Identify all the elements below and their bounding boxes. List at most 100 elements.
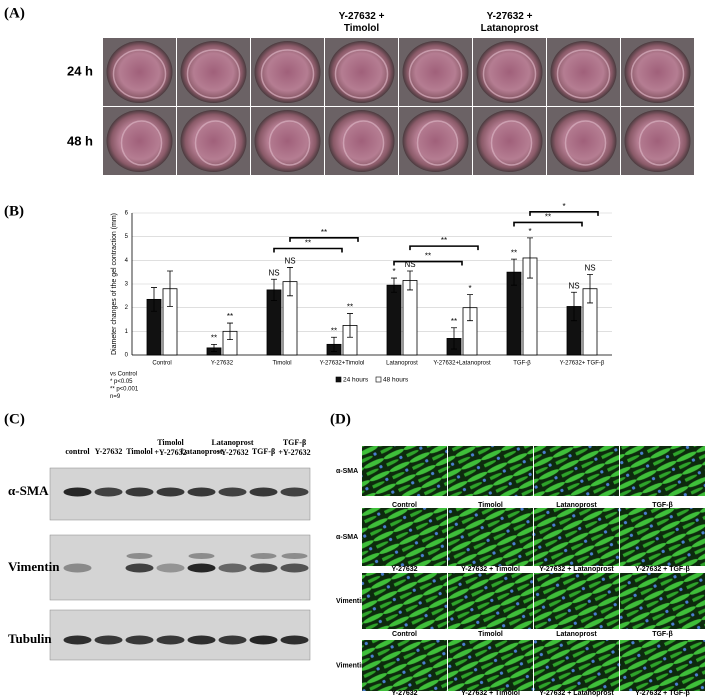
lane-label: control	[65, 447, 90, 456]
dish	[624, 110, 691, 172]
row-label: α-SMA	[336, 468, 358, 475]
gel	[556, 49, 611, 99]
blot-label: α-SMA	[8, 483, 49, 498]
error-bar	[211, 343, 217, 352]
comparison-label: **	[425, 252, 431, 261]
caption: Latanoprost	[556, 631, 597, 638]
comparison-label: **	[305, 239, 311, 248]
band	[249, 487, 278, 497]
dish	[550, 110, 617, 172]
dish	[328, 110, 395, 172]
y-tick-label: 3	[125, 282, 129, 288]
micrograph	[448, 446, 533, 496]
error-bar	[151, 287, 157, 312]
band	[218, 635, 247, 645]
comparison-bracket	[273, 247, 343, 253]
lane-label: Latanoprost +Y-27632	[211, 438, 253, 457]
micrograph	[362, 573, 447, 629]
micrograph	[534, 640, 619, 691]
micrograph	[448, 508, 533, 566]
gel	[260, 49, 315, 99]
lane-label: Y-27632	[95, 447, 123, 456]
lane-label: TGF-β	[252, 447, 275, 456]
comparison-bracket	[289, 237, 359, 242]
band	[249, 563, 278, 573]
significance-label: **	[211, 333, 217, 342]
band	[187, 563, 216, 573]
micrograph	[448, 640, 533, 691]
error-bar	[347, 313, 353, 338]
caption: Y-27632 + Latanoprost	[539, 566, 614, 573]
significance-label: NS	[268, 268, 279, 277]
caption: Timolol	[478, 631, 503, 638]
error-bar	[571, 291, 577, 322]
significance-label: *	[468, 284, 471, 293]
error-bar	[391, 277, 397, 293]
error-bar	[331, 336, 337, 352]
band	[187, 487, 216, 497]
gel	[342, 120, 385, 166]
row-label: 24 h	[67, 63, 93, 78]
micrograph	[448, 573, 533, 629]
y-tick-label: 4	[125, 258, 129, 264]
significance-label: **	[331, 326, 337, 335]
gel	[630, 49, 685, 99]
band	[187, 635, 216, 645]
lane-line: Latanoprost	[211, 438, 253, 447]
header-line: Y-27632 +	[339, 11, 385, 22]
band	[125, 635, 154, 645]
dish	[328, 41, 395, 103]
band	[125, 487, 154, 497]
band	[280, 487, 309, 497]
x-tick-label: Latanoprost	[386, 361, 418, 367]
y-tick-label: 0	[125, 353, 129, 359]
blot-label: Tubulin	[8, 631, 52, 646]
band	[94, 487, 123, 497]
lane-line: +Y-27632	[216, 448, 248, 457]
micrograph	[620, 508, 705, 566]
header-line: Y-27632 +	[487, 11, 533, 22]
legend-label: 48 hours	[383, 377, 409, 384]
caption: TGF-β	[652, 502, 673, 509]
panel-label: (D)	[330, 411, 351, 427]
comparison-bracket	[513, 221, 583, 227]
caption: Latanoprost	[556, 502, 597, 509]
y-axis-title: Diameter changes of the gel contraction …	[111, 213, 118, 355]
gel	[120, 120, 163, 166]
comparison-label: **	[545, 213, 551, 222]
lane-label: Latanoprost	[180, 447, 222, 456]
gel	[490, 120, 533, 166]
dish	[106, 41, 173, 103]
y-tick-label: 5	[125, 234, 129, 240]
blot-label: Vimentin	[8, 559, 60, 574]
comparison-bracket	[529, 211, 599, 216]
x-tick-label: Y-27632+Latanoprost	[433, 361, 491, 367]
micrograph	[362, 508, 447, 566]
blot	[49, 609, 311, 661]
caption: Y-27632 + TGF-β	[635, 566, 690, 573]
x-tick-label: Y-27632	[211, 361, 234, 367]
band	[249, 635, 278, 645]
significance-label: *	[392, 267, 395, 276]
lane-line: Timolol	[157, 438, 184, 447]
significance-label: **	[511, 248, 517, 257]
gel	[416, 120, 459, 166]
comparison-bracket	[409, 245, 479, 251]
band	[218, 487, 247, 497]
dish	[402, 41, 469, 103]
bar	[386, 284, 402, 356]
note: n=9	[110, 394, 121, 400]
band	[156, 487, 185, 497]
row-label: α-SMA	[336, 534, 358, 541]
gel	[564, 120, 607, 166]
lane-line: +Y-27632	[154, 448, 186, 457]
band	[250, 553, 277, 559]
gel	[334, 49, 389, 99]
caption: Timolol	[478, 502, 503, 509]
micrograph	[620, 640, 705, 691]
gel	[112, 49, 167, 99]
legend-label: 24 hours	[343, 377, 369, 384]
band	[280, 635, 309, 645]
dish	[106, 110, 173, 172]
dish	[550, 41, 617, 103]
